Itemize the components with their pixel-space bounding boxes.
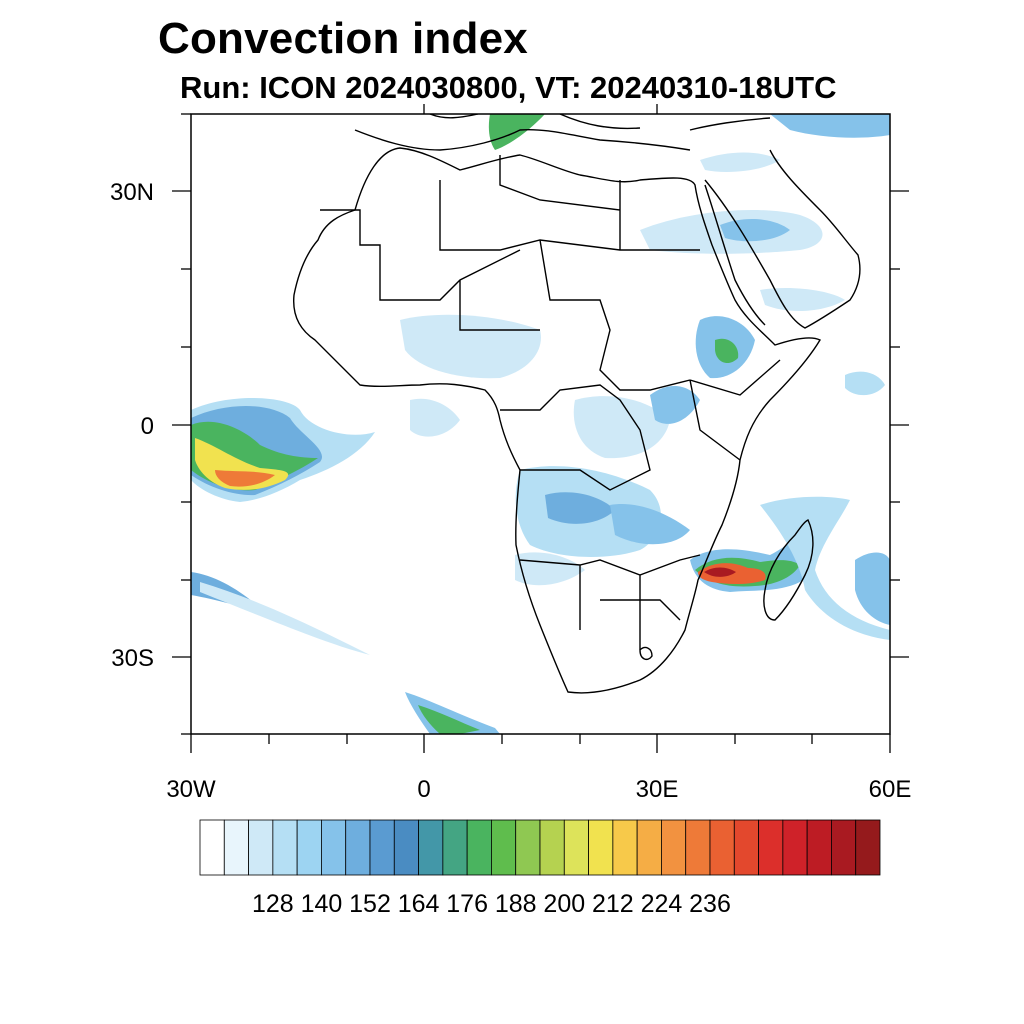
colorbar-cell	[563, 819, 589, 876]
y-tick-label-0: 0	[141, 413, 154, 440]
border-central	[500, 384, 651, 491]
madagascar-coastline	[763, 519, 814, 621]
lesotho-border	[639, 646, 653, 661]
convection-field	[191, 114, 890, 734]
coastlines-borders	[293, 114, 861, 694]
border-southern	[519, 554, 701, 650]
axis-ticks	[172, 104, 909, 753]
border-sahel	[539, 239, 691, 391]
colorbar-label: 176	[446, 890, 488, 918]
y-tick-label-30s: 30S	[111, 645, 154, 672]
colorbar-cell	[515, 819, 541, 876]
arabia-coastline	[704, 149, 861, 329]
colorbar-cell	[709, 819, 735, 876]
colorbar-cell	[733, 819, 759, 876]
colorbar-cell	[539, 819, 565, 876]
colorbar-cell	[296, 819, 322, 876]
colorbar-label: 236	[689, 890, 731, 918]
field-gulf-cells	[410, 398, 460, 437]
colorbar-label: 128	[252, 890, 294, 918]
africa-coastline	[293, 147, 821, 694]
border-north-africa	[439, 155, 700, 251]
x-tick-label-30w: 30W	[166, 776, 216, 803]
colorbar-cell	[466, 819, 492, 876]
chart-subtitle: Run: ICON 2024030800, VT: 20240310-18UTC	[180, 70, 837, 105]
border-east	[689, 359, 781, 461]
colorbar-cell	[855, 819, 881, 876]
field-angola-cells	[515, 552, 585, 586]
colorbar-cell	[321, 819, 347, 876]
field-indian-ocean	[845, 371, 885, 396]
field-ethiopia-core	[715, 338, 739, 364]
field-central-africa-cells	[545, 492, 615, 524]
chart-title: Convection index	[158, 14, 528, 63]
colorbar-cell	[636, 819, 662, 876]
colorbar-cell	[758, 819, 784, 876]
colorbar-label: 188	[495, 890, 537, 918]
colorbar-cell	[782, 819, 808, 876]
mediterranean-coast	[354, 128, 691, 151]
colorbar	[199, 819, 881, 876]
colorbar-cell	[272, 819, 298, 876]
field-east-africa-cells	[650, 385, 700, 424]
colorbar-cell	[612, 819, 638, 876]
colorbar-cell	[661, 819, 687, 876]
colorbar-label: 212	[592, 890, 634, 918]
field-swatlantic-streak	[200, 582, 370, 655]
colorbar-label: 140	[301, 890, 343, 918]
colorbar-cell	[418, 819, 444, 876]
x-tick-label-30e: 30E	[636, 776, 679, 803]
colorbar-labels: 128 140 152 164 176 188 200 212 224 236	[252, 890, 731, 918]
red-sea-coast	[704, 184, 766, 326]
x-tick-label-60e: 60E	[869, 776, 912, 803]
colorbar-cell	[831, 819, 857, 876]
colorbar-cell	[393, 819, 419, 876]
map-frame	[190, 113, 891, 735]
field-madagascar-band	[760, 496, 890, 640]
field-northeast-edge	[770, 114, 890, 138]
colorbar-cell	[588, 819, 614, 876]
field-mozambique-peak	[704, 567, 736, 577]
field-south-atlantic-core	[418, 705, 480, 734]
field-congo	[573, 396, 670, 459]
border-west-africa	[320, 209, 540, 331]
field-atlantic-peak	[215, 470, 275, 487]
colorbar-cell	[345, 819, 371, 876]
field-south-atlantic-band	[405, 692, 500, 734]
field-arabia-north	[700, 152, 780, 172]
colorbar-cell	[369, 819, 395, 876]
colorbar-cell	[806, 819, 832, 876]
field-madagascar-east	[855, 552, 890, 625]
colorbar-label: 200	[543, 890, 585, 918]
colorbar-label: 164	[398, 890, 440, 918]
field-arabia-south	[760, 288, 845, 312]
colorbar-label: 224	[641, 890, 683, 918]
colorbar-cell	[442, 819, 468, 876]
x-tick-label-0: 0	[417, 776, 430, 803]
colorbar-cell	[685, 819, 711, 876]
colorbar-cell	[223, 819, 249, 876]
colorbar-cell	[199, 819, 225, 876]
colorbar-cell	[491, 819, 517, 876]
colorbar-cell	[248, 819, 274, 876]
field-west-africa	[400, 314, 541, 379]
colorbar-label: 152	[349, 890, 391, 918]
y-tick-label-30n: 30N	[110, 179, 154, 206]
field-zambia-cells	[610, 504, 690, 545]
europe-coast	[429, 114, 771, 131]
